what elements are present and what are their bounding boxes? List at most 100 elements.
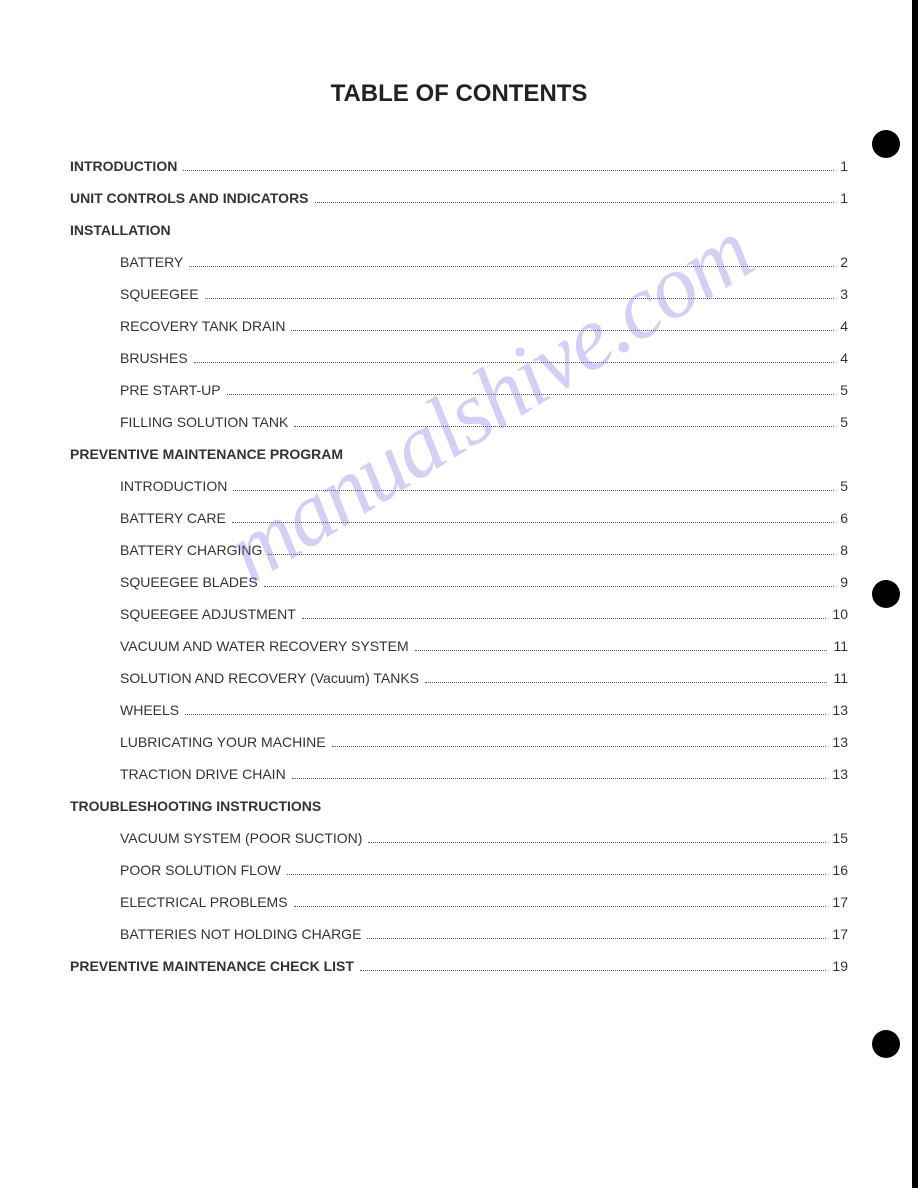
- toc-label: UNIT CONTROLS AND INDICATORS: [70, 190, 309, 206]
- toc-page-number: 4: [840, 350, 848, 366]
- toc-page-number: 17: [832, 894, 848, 910]
- toc-entry: BATTERY CHARGING 8: [70, 542, 848, 558]
- toc-page-number: 11: [833, 670, 848, 686]
- toc-page: manualshive.com TABLE OF CONTENTS INTROD…: [0, 0, 918, 1030]
- toc-entry: UNIT CONTROLS AND INDICATORS 1: [70, 190, 848, 206]
- toc-leader-dots: [232, 522, 834, 523]
- toc-leader-dots: [294, 426, 834, 427]
- toc-label: INTRODUCTION: [120, 478, 227, 494]
- toc-label: SQUEEGEE: [120, 286, 199, 302]
- toc-page-number: 5: [840, 478, 848, 494]
- toc-label: BRUSHES: [120, 350, 188, 366]
- toc-entry: WHEELS 13: [70, 702, 848, 718]
- toc-label: BATTERY CHARGING: [120, 542, 262, 558]
- toc-entry: LUBRICATING YOUR MACHINE 13: [70, 734, 848, 750]
- toc-leader-dots: [185, 714, 826, 715]
- toc-leader-dots: [264, 586, 834, 587]
- toc-entry: VACUUM AND WATER RECOVERY SYSTEM 11: [70, 638, 848, 654]
- toc-page-number: 4: [840, 318, 848, 334]
- toc-leader-dots: [183, 170, 834, 171]
- toc-page-number: 1: [840, 190, 848, 206]
- toc-page-number: 11: [833, 638, 848, 654]
- toc-label: WHEELS: [120, 702, 179, 718]
- toc-page-number: 2: [840, 254, 848, 270]
- toc-entry: PREVENTIVE MAINTENANCE PROGRAM: [70, 446, 848, 462]
- toc-label: SQUEEGEE ADJUSTMENT: [120, 606, 296, 622]
- toc-entry: BATTERY 2: [70, 254, 848, 270]
- toc-entry: SOLUTION AND RECOVERY (Vacuum) TANKS 11: [70, 670, 848, 686]
- toc-entry: ELECTRICAL PROBLEMS 17: [70, 894, 848, 910]
- toc-leader-dots: [194, 362, 835, 363]
- toc-label: SQUEEGEE BLADES: [120, 574, 258, 590]
- toc-page-number: 9: [840, 574, 848, 590]
- page-title: TABLE OF CONTENTS: [70, 80, 848, 108]
- toc-entry: POOR SOLUTION FLOW 16: [70, 862, 848, 878]
- toc-entry: RECOVERY TANK DRAIN 4: [70, 318, 848, 334]
- punch-hole-icon: [872, 1030, 900, 1058]
- toc-label: PREVENTIVE MAINTENANCE CHECK LIST: [70, 958, 354, 974]
- toc-entry: BATTERIES NOT HOLDING CHARGE 17: [70, 926, 848, 942]
- toc-page-number: 3: [840, 286, 848, 302]
- toc-page-number: 15: [832, 830, 848, 846]
- toc-label: INTRODUCTION: [70, 158, 177, 174]
- toc-leader-dots: [294, 906, 827, 907]
- toc-leader-dots: [227, 394, 835, 395]
- toc-label: VACUUM SYSTEM (POOR SUCTION): [120, 830, 362, 846]
- toc-entry: INSTALLATION: [70, 222, 848, 238]
- toc-label: RECOVERY TANK DRAIN: [120, 318, 285, 334]
- toc-label: VACUUM AND WATER RECOVERY SYSTEM: [120, 638, 409, 654]
- toc-entry: INTRODUCTION 1: [70, 158, 848, 174]
- toc-list: INTRODUCTION1UNIT CONTROLS AND INDICATOR…: [70, 158, 848, 974]
- toc-label: POOR SOLUTION FLOW: [120, 862, 281, 878]
- toc-page-number: 13: [832, 766, 848, 782]
- toc-page-number: 13: [832, 734, 848, 750]
- toc-page-number: 5: [840, 382, 848, 398]
- toc-entry: FILLING SOLUTION TANK 5: [70, 414, 848, 430]
- toc-label: LUBRICATING YOUR MACHINE: [120, 734, 326, 750]
- toc-leader-dots: [189, 266, 834, 267]
- toc-entry: PREVENTIVE MAINTENANCE CHECK LIST 19: [70, 958, 848, 974]
- toc-leader-dots: [360, 970, 827, 971]
- toc-entry: TROUBLESHOOTING INSTRUCTIONS: [70, 798, 848, 814]
- toc-label: PRE START-UP: [120, 382, 221, 398]
- toc-label: BATTERY CARE: [120, 510, 226, 526]
- toc-leader-dots: [302, 618, 827, 619]
- toc-page-number: 19: [832, 958, 848, 974]
- toc-entry: VACUUM SYSTEM (POOR SUCTION) 15: [70, 830, 848, 846]
- toc-entry: SQUEEGEE ADJUSTMENT 10: [70, 606, 848, 622]
- toc-page-number: 1: [840, 158, 848, 174]
- toc-entry: SQUEEGEE 3: [70, 286, 848, 302]
- toc-entry: PRE START-UP 5: [70, 382, 848, 398]
- toc-label: BATTERY: [120, 254, 183, 270]
- toc-page-number: 10: [832, 606, 848, 622]
- toc-entry: BATTERY CARE 6: [70, 510, 848, 526]
- toc-label: PREVENTIVE MAINTENANCE PROGRAM: [70, 446, 343, 462]
- toc-leader-dots: [268, 554, 834, 555]
- toc-leader-dots: [205, 298, 835, 299]
- toc-page-number: 6: [840, 510, 848, 526]
- toc-leader-dots: [415, 650, 828, 651]
- toc-label: FILLING SOLUTION TANK: [120, 414, 288, 430]
- toc-leader-dots: [367, 938, 826, 939]
- toc-label: TROUBLESHOOTING INSTRUCTIONS: [70, 798, 321, 814]
- toc-page-number: 16: [832, 862, 848, 878]
- toc-leader-dots: [315, 202, 835, 203]
- toc-leader-dots: [332, 746, 827, 747]
- toc-label: BATTERIES NOT HOLDING CHARGE: [120, 926, 361, 942]
- toc-label: SOLUTION AND RECOVERY (Vacuum) TANKS: [120, 670, 419, 686]
- toc-label: INSTALLATION: [70, 222, 171, 238]
- toc-label: TRACTION DRIVE CHAIN: [120, 766, 286, 782]
- toc-page-number: 8: [840, 542, 848, 558]
- toc-page-number: 13: [832, 702, 848, 718]
- toc-entry: SQUEEGEE BLADES 9: [70, 574, 848, 590]
- toc-entry: TRACTION DRIVE CHAIN 13: [70, 766, 848, 782]
- toc-leader-dots: [292, 778, 827, 779]
- toc-leader-dots: [368, 842, 826, 843]
- toc-label: ELECTRICAL PROBLEMS: [120, 894, 288, 910]
- toc-entry: BRUSHES 4: [70, 350, 848, 366]
- toc-leader-dots: [233, 490, 834, 491]
- toc-page-number: 5: [840, 414, 848, 430]
- toc-leader-dots: [291, 330, 834, 331]
- toc-page-number: 17: [832, 926, 848, 942]
- toc-entry: INTRODUCTION 5: [70, 478, 848, 494]
